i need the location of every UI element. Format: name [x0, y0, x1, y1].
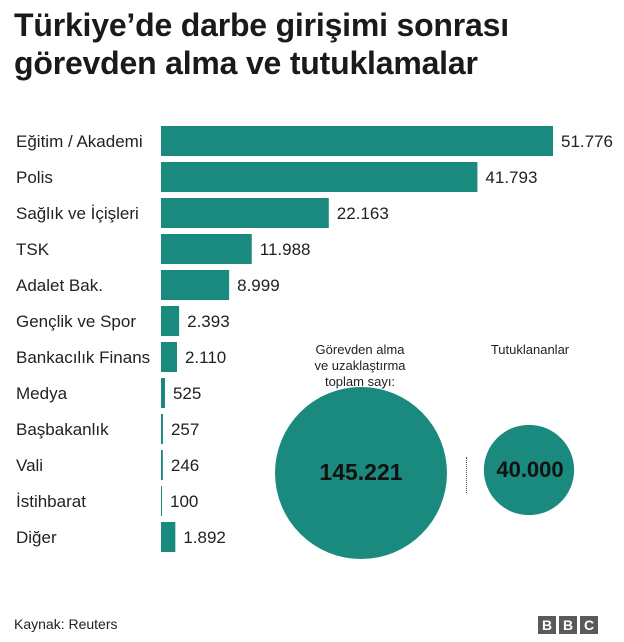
category-label: Diğer: [16, 528, 57, 547]
bar: [161, 414, 163, 444]
bar: [161, 234, 252, 264]
bar: [161, 306, 180, 336]
category-label: İstihbarat: [16, 492, 86, 511]
value-label: 2.393: [187, 312, 230, 331]
chart-title: Türkiye’de darbe girişimi sonrası görevd…: [14, 6, 509, 82]
category-label: Adalet Bak.: [16, 276, 103, 295]
title-line-1: Türkiye’de darbe girişimi sonrası: [14, 7, 509, 43]
category-label: Eğitim / Akademi: [16, 132, 143, 151]
total-dismissals-value: 145.221: [319, 459, 403, 485]
circle-separator: [466, 457, 467, 493]
bbc-logo-letter: C: [580, 616, 598, 634]
value-label: 8.999: [237, 276, 280, 295]
category-label: Başbakanlık: [16, 420, 109, 439]
value-label: 1.892: [183, 528, 226, 547]
bar: [161, 450, 163, 480]
bar: [161, 198, 329, 228]
value-label: 525: [173, 384, 201, 403]
value-label: 11.988: [260, 240, 311, 259]
category-label: Polis: [16, 168, 53, 187]
source-note: Kaynak: Reuters: [14, 616, 118, 632]
value-label: 246: [171, 456, 199, 475]
value-label: 22.163: [337, 204, 389, 223]
value-label: 100: [170, 492, 198, 511]
bar: [161, 522, 176, 552]
value-label: 257: [171, 420, 199, 439]
bubble: [483, 424, 575, 516]
total-dismissals-caption: Görevden alma ve uzaklaştırma toplam say…: [314, 342, 406, 389]
arrested-caption: Tutuklananlar: [490, 342, 570, 357]
bar: [161, 270, 230, 300]
category-label: TSK: [16, 240, 50, 259]
bar: [161, 486, 162, 516]
category-label: Vali: [16, 456, 43, 475]
category-label: Gençlik ve Spor: [16, 312, 136, 331]
bar: [161, 126, 553, 156]
category-label: Sağlık ve İçişleri: [16, 204, 139, 223]
bubble: [275, 387, 447, 559]
bbc-logo: B B C: [538, 616, 598, 634]
category-label: Bankacılık Finans: [16, 348, 150, 367]
bar: [161, 162, 478, 192]
value-label: 51.776: [561, 132, 613, 151]
bar: [161, 378, 165, 408]
arrested-value: 40.000: [496, 457, 564, 482]
category-label: Medya: [16, 384, 68, 403]
value-label: 2.110: [185, 348, 226, 367]
title-line-2: görevden alma ve tutuklamalar: [14, 45, 478, 81]
value-label: 41.793: [485, 168, 537, 187]
bbc-logo-letter: B: [538, 616, 556, 634]
bar: [161, 342, 177, 372]
bbc-logo-letter: B: [559, 616, 577, 634]
